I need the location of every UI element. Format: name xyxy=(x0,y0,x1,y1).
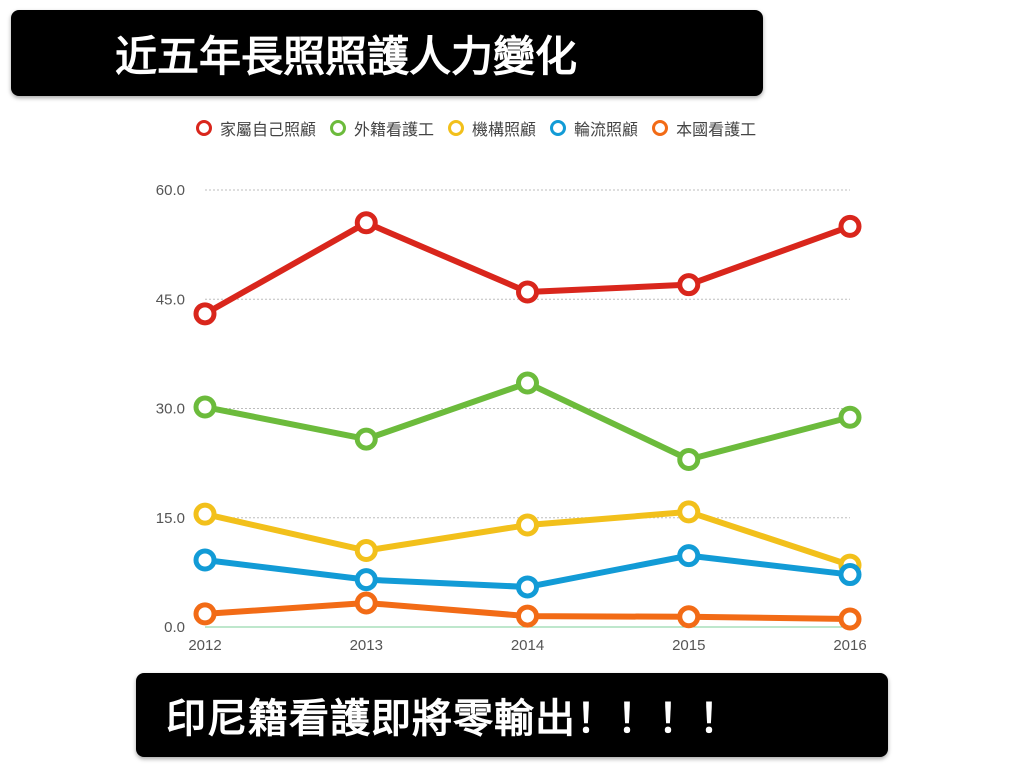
legend-item: 家屬自己照顧 xyxy=(196,116,316,140)
data-point xyxy=(838,214,862,238)
data-point xyxy=(677,273,701,297)
title-banner: 近五年長照照護人力變化 xyxy=(11,10,763,96)
legend-item: 機構照顧 xyxy=(448,116,536,140)
y-tick-label: 0.0 xyxy=(164,619,185,636)
y-tick-label: 30.0 xyxy=(156,401,185,418)
data-point xyxy=(193,602,217,626)
legend-label: 外籍看護工 xyxy=(354,120,435,139)
legend-item: 外籍看護工 xyxy=(330,116,434,140)
legend-marker-icon xyxy=(652,120,669,136)
data-point xyxy=(354,539,378,563)
legend-marker-icon xyxy=(550,120,567,136)
data-point xyxy=(193,302,217,326)
data-point xyxy=(516,513,539,537)
footer-text: 印尼籍看護即將零輸出！！！！ xyxy=(166,696,740,742)
data-point xyxy=(193,395,217,419)
legend-marker-icon xyxy=(330,120,347,136)
footer-banner: 印尼籍看護即將零輸出！！！！ xyxy=(136,673,888,757)
x-tick-label: 2012 xyxy=(188,637,221,654)
legend-item: 本國看護工 xyxy=(652,116,756,140)
x-tick-label: 2015 xyxy=(672,637,705,654)
y-tick-label: 45.0 xyxy=(156,291,185,308)
data-point xyxy=(516,575,539,599)
legend-label: 本國看護工 xyxy=(676,120,757,139)
data-point xyxy=(354,591,378,615)
data-point xyxy=(354,427,378,451)
x-tick-label: 2016 xyxy=(833,637,866,654)
legend-marker-icon xyxy=(196,120,212,136)
legend-marker-icon xyxy=(448,120,465,136)
data-point xyxy=(354,568,378,592)
legend-label: 輪流照顧 xyxy=(574,120,639,139)
legend-label: 家屬自己照顧 xyxy=(220,120,317,139)
data-point xyxy=(677,500,701,524)
y-tick-label: 15.0 xyxy=(156,510,185,527)
page-title: 近五年長照照護人力變化 xyxy=(115,31,578,81)
data-point xyxy=(838,405,862,429)
data-point xyxy=(677,544,701,568)
data-point xyxy=(516,604,539,628)
legend-item: 輪流照顧 xyxy=(550,116,638,140)
data-point xyxy=(516,371,539,395)
chart-legend: 家屬自己照顧 外籍看護工 機構照顧 輪流照顧 本國看護工 xyxy=(196,116,756,140)
legend-label: 機構照顧 xyxy=(472,120,537,139)
data-point xyxy=(838,607,862,631)
data-point xyxy=(516,280,539,304)
data-point xyxy=(677,605,701,629)
data-point xyxy=(677,447,701,471)
y-tick-label: 60.0 xyxy=(156,182,185,199)
data-point xyxy=(193,502,217,526)
data-point xyxy=(354,211,378,235)
x-tick-label: 2014 xyxy=(511,637,544,654)
x-tick-label: 2013 xyxy=(350,637,383,654)
data-point xyxy=(838,563,862,587)
data-point xyxy=(193,548,217,572)
